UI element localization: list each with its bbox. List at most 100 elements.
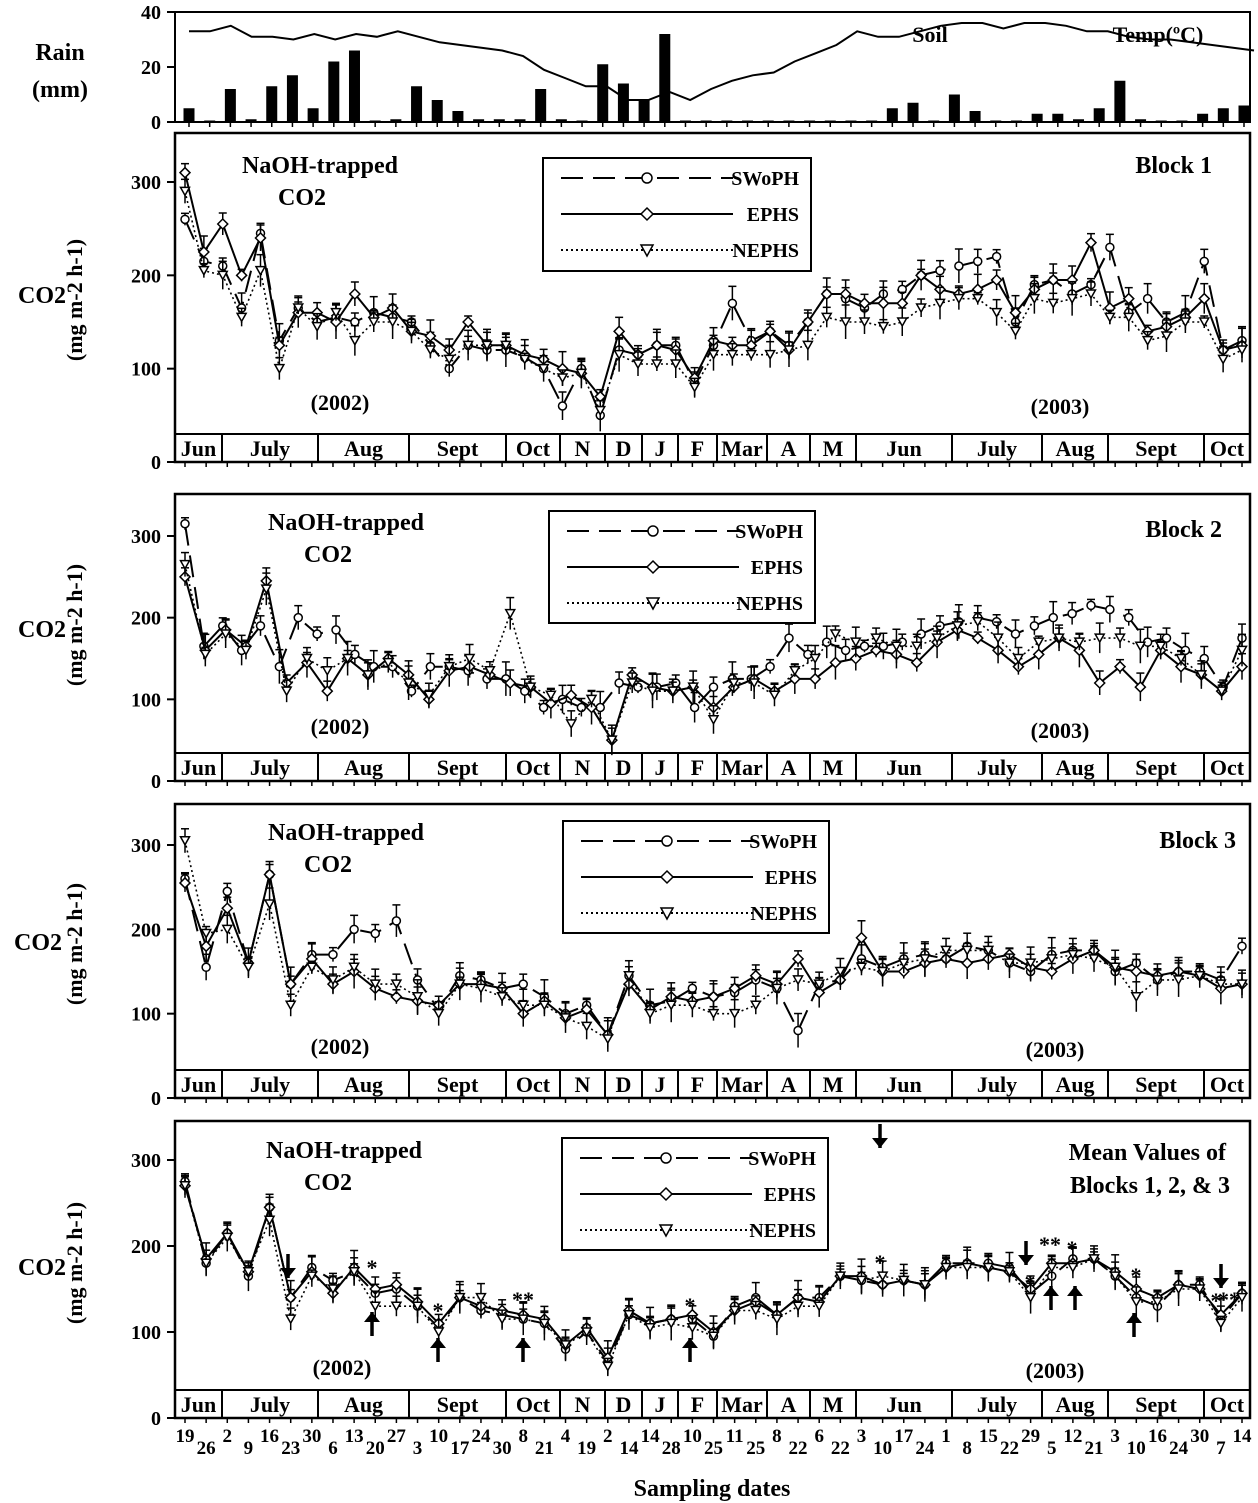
sampling-date-label: 23 (281, 1438, 300, 1459)
point-nephs (240, 645, 252, 656)
sampling-date-label: 29 (1021, 1426, 1040, 1447)
arrow-up-4-head (682, 1338, 698, 1348)
arrow-down-2-head (872, 1138, 888, 1148)
point-nephs (839, 317, 852, 328)
point-nephs (367, 317, 380, 328)
month-label: N (575, 436, 591, 461)
rain-axes: 0 20 40 (141, 2, 1251, 134)
rain-bar (390, 119, 402, 122)
rain-y-tick-label: 20 (141, 57, 161, 79)
point-nephs (221, 924, 234, 935)
panel-2-title-line2: CO2 (304, 542, 352, 568)
rain-bar (1031, 113, 1043, 122)
point-nephs (982, 945, 995, 956)
point-nephs (1053, 633, 1065, 644)
point-nephs (1236, 345, 1248, 356)
month-label: Sept (1135, 1072, 1177, 1097)
point-nephs (687, 682, 699, 693)
panel-1-yunit: (mg m-2 h-1) (62, 239, 87, 361)
point-nephs (390, 979, 403, 990)
point-swoph (765, 661, 775, 672)
point-nephs (1175, 653, 1187, 665)
point-nephs (179, 1181, 191, 1192)
month-label: Oct (1210, 755, 1245, 780)
panel-3-yunit: (mg m-2 h-1) (62, 883, 87, 1005)
point-nephs (850, 637, 862, 648)
point-nephs (1215, 1318, 1227, 1329)
rain-bar (969, 111, 981, 122)
point-swoph (727, 298, 738, 309)
arrow-up-6-head (1067, 1286, 1083, 1296)
point-nephs (1073, 637, 1086, 648)
panel-1-year-2003: (2003) (1031, 394, 1090, 419)
rain-bar (473, 119, 485, 122)
panel-2-year-2002: (2002) (311, 714, 370, 739)
point-nephs (284, 1314, 297, 1325)
month-label: N (575, 1392, 591, 1417)
sampling-date-label: 14 (1233, 1426, 1253, 1447)
sampling-date-label: 26 (197, 1438, 216, 1459)
point-nephs (764, 349, 776, 361)
sampling-date-label: 16 (1148, 1426, 1167, 1447)
point-nephs (463, 653, 476, 665)
point-nephs (1193, 1284, 1206, 1295)
point-swoph (784, 633, 794, 643)
point-nephs (1215, 686, 1228, 697)
rain-bar (266, 86, 278, 122)
sampling-date-label: 8 (962, 1438, 972, 1459)
point-nephs (992, 633, 1004, 644)
point-nephs (1109, 962, 1121, 973)
y-tick-label: 0 (151, 771, 161, 793)
point-nephs (665, 1000, 678, 1011)
point-nephs (1130, 1297, 1143, 1308)
point-nephs (919, 1279, 931, 1291)
point-ephs (348, 287, 361, 301)
month-label: Oct (516, 1392, 551, 1417)
rain-bar (452, 111, 464, 122)
point-nephs (260, 584, 273, 595)
point-swoph (954, 261, 964, 271)
point-ephs (504, 676, 517, 690)
point-nephs (585, 694, 598, 705)
point-nephs (580, 1327, 593, 1338)
point-nephs (179, 559, 191, 571)
panel-4-ylabel: CO2 (18, 1255, 66, 1281)
point-ephs (961, 957, 974, 970)
point-nephs (644, 1322, 656, 1334)
point-nephs (1179, 317, 1192, 328)
month-label: D (616, 436, 632, 461)
sampling-date-label: 1 (941, 1426, 951, 1447)
point-ephs (462, 315, 475, 329)
point-nephs (348, 962, 360, 973)
point-nephs (443, 354, 456, 365)
panel-4-title-line1: NaOH-trapped (266, 1138, 423, 1164)
sampling-date-label: 19 (577, 1438, 596, 1459)
legend-label-ephs: EPHS (751, 557, 803, 579)
y-tick-label: 300 (131, 835, 161, 857)
point-nephs (200, 1258, 212, 1269)
series-line-swoph (184, 1181, 1243, 1365)
point-swoph (1237, 941, 1247, 951)
month-label: July (977, 436, 1017, 461)
point-nephs (284, 1000, 297, 1011)
point-nephs (411, 1301, 424, 1312)
legend-label-swoph: SWoPH (731, 168, 799, 190)
month-label: J (655, 1072, 666, 1097)
point-nephs (545, 690, 557, 701)
rain-y-tick-label: 0 (151, 112, 161, 134)
point-nephs (940, 1262, 952, 1274)
month-label: J (655, 1392, 666, 1417)
point-nephs (1067, 949, 1079, 961)
y-tick-label: 200 (131, 1236, 161, 1258)
point-swoph (518, 979, 528, 989)
point-swoph (614, 678, 624, 688)
point-nephs (813, 1301, 825, 1312)
significance-star: * (685, 1293, 696, 1318)
arrow-up-7-head (1126, 1313, 1142, 1323)
point-ephs (1198, 292, 1211, 305)
sampling-date-label: 24 (471, 1426, 491, 1447)
point-nephs (809, 653, 821, 665)
point-ephs (178, 876, 192, 890)
sampling-date-label: 10 (873, 1438, 892, 1459)
point-nephs (263, 1215, 276, 1226)
